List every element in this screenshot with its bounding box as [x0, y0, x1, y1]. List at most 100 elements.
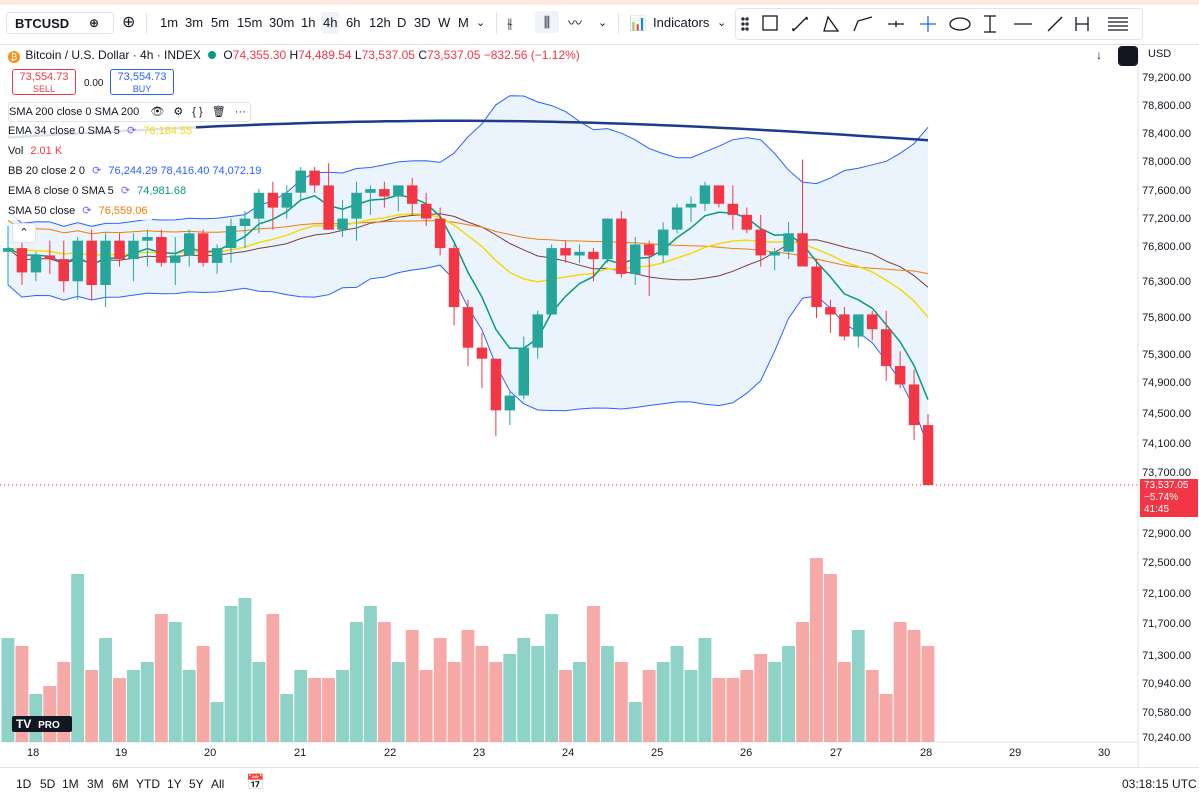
range-5d[interactable]: 5D [40, 777, 56, 791]
line-chart-icon[interactable]: 〰 [568, 15, 582, 31]
timeframe-5m[interactable]: 5m [211, 15, 230, 30]
path-tool-icon[interactable] [853, 16, 873, 32]
chevron-down-icon[interactable]: ⌄ [476, 17, 486, 29]
volume-bar [266, 614, 280, 742]
range-1d[interactable]: 1D [16, 777, 32, 791]
candle-body [434, 218, 446, 249]
ellipse-tool-icon[interactable] [949, 17, 971, 31]
drag-handle-icon[interactable] [741, 17, 749, 31]
indicator-row-bb[interactable]: BB 20 close 2 0 ⟳ 76,244.29 78,416.40 74… [8, 162, 266, 180]
symbol-dropdown-icon: ⊕ [89, 16, 100, 30]
candle-body [769, 251, 780, 256]
fib-tool-icon[interactable] [1108, 17, 1128, 31]
indicators-icon[interactable]: 📊 [629, 15, 647, 31]
text-tool-icon[interactable] [984, 15, 996, 33]
timeframe-30m[interactable]: 30m [269, 15, 295, 30]
volume-bar [364, 606, 377, 742]
timeframe-1h[interactable]: 1h [301, 15, 316, 30]
volume-bar [294, 670, 308, 742]
candle-body [337, 218, 348, 230]
measure-tool-icon[interactable] [1075, 17, 1089, 31]
volume-bar [824, 574, 837, 742]
candle-body [504, 395, 516, 411]
indicator-row-sma50[interactable]: SMA 50 close ⟳ 76,559.06 [8, 202, 152, 220]
range-ytd[interactable]: YTD [136, 777, 160, 791]
timeframe-W[interactable]: W [438, 15, 451, 30]
time-axis-label: 26 [740, 747, 753, 759]
chevron-down-icon[interactable]: ⌄ [717, 17, 727, 29]
range-6m[interactable]: 6M [112, 777, 129, 791]
candle-body [170, 255, 181, 263]
delete-icon[interactable]: 🗑 [211, 106, 226, 118]
timeframe-M[interactable]: M [458, 15, 469, 30]
line-tool-icon[interactable] [1047, 16, 1063, 32]
indicator-row-ema8[interactable]: EMA 8 close 0 SMA 5 ⟳ 74,981.68 [8, 182, 191, 200]
sync-icon: ⟳ [82, 205, 92, 217]
timeframe-3m[interactable]: 3m [185, 15, 204, 30]
crosshair-icon[interactable] [920, 16, 936, 32]
indicators-button[interactable]: Indicators [653, 15, 710, 30]
price-axis-label: 74,500.00 [1142, 408, 1191, 420]
candle-body [351, 192, 362, 219]
indicator-row-ema34[interactable]: EMA 34 close 0 SMA 5 ⟳ 76,184.55 [8, 122, 197, 140]
volume-bar [517, 638, 531, 742]
arrow-down-icon[interactable]: ↓ [1096, 48, 1102, 62]
range-1m[interactable]: 1M [62, 777, 79, 791]
sell-button[interactable]: 73,554.73 SELL [12, 69, 76, 95]
legend-change: −832.56 (−1.12%) [483, 48, 580, 62]
candle-body [72, 240, 83, 282]
collapse-legend-button[interactable]: ⌃ [12, 223, 36, 243]
buy-button[interactable]: 73,554.73 BUY [110, 69, 174, 95]
volume-bar [642, 670, 656, 742]
range-5y[interactable]: 5Y [189, 777, 204, 791]
candles-icon[interactable]: ⫼ [535, 11, 559, 33]
volume-bar [684, 670, 698, 742]
range-1y[interactable]: 1Y [167, 777, 182, 791]
timeframe-D[interactable]: D [397, 15, 407, 30]
rectangle-tool-icon[interactable] [762, 15, 778, 31]
timeframe-12h[interactable]: 12h [369, 15, 391, 30]
price-axis-label: 72,500.00 [1142, 557, 1191, 569]
compare-toggle-icon[interactable] [1118, 46, 1138, 66]
tradingview-logo[interactable]: TV PRO [12, 716, 72, 732]
calendar-icon[interactable]: 📅 [246, 774, 265, 791]
bar-style-icon[interactable]: ⫳ [507, 15, 513, 31]
timeframe-3D[interactable]: 3D [414, 15, 431, 30]
triangle-tool-icon[interactable] [823, 15, 840, 32]
price-axis-label: 77,600.00 [1142, 185, 1191, 197]
range-3m[interactable]: 3M [87, 777, 104, 791]
horizontal-line-icon[interactable] [888, 21, 904, 27]
legend-open: 74,355.30 [232, 48, 287, 62]
chevron-down-icon[interactable]: ⌄ [598, 17, 608, 29]
candle-body [699, 185, 711, 204]
timeframe-15m[interactable]: 15m [237, 15, 263, 30]
more-icon[interactable]: ··· [234, 106, 246, 118]
currency-label[interactable]: USD [1148, 48, 1172, 60]
symbol-search-button[interactable]: BTCUSD ⊕ [6, 12, 114, 34]
candle-body [894, 366, 906, 385]
timeframe-4h[interactable]: 4h [321, 12, 340, 34]
range-all[interactable]: All [211, 777, 225, 791]
indicator-row-sma200[interactable]: SMA 200 close 0 SMA 200 👁 ⚙ { } 🗑 ··· [8, 102, 251, 122]
price-chart[interactable] [0, 0, 1199, 767]
clock[interactable]: 03:18:15 UTC [1122, 777, 1197, 791]
candle-body [853, 314, 864, 337]
candle-body [671, 207, 683, 230]
price-axis-label: 70,940.00 [1142, 678, 1191, 690]
add-symbol-icon[interactable]: ⊕ [122, 14, 136, 31]
timeframe-6h[interactable]: 6h [346, 15, 361, 30]
trend-line-icon[interactable] [792, 16, 808, 32]
candle-body [379, 189, 390, 197]
volume-bar [182, 670, 196, 742]
time-axis-label: 27 [830, 747, 843, 759]
volume-bar [600, 646, 614, 742]
eye-icon[interactable]: 👁 [150, 106, 165, 118]
settings-icon[interactable]: ⚙ [173, 106, 184, 118]
timeframe-1m[interactable]: 1m [160, 15, 179, 30]
candle-body [448, 248, 460, 308]
source-code-icon[interactable]: { } [192, 106, 203, 118]
price-axis-label: 71,700.00 [1142, 618, 1191, 630]
market-status-icon [208, 51, 217, 59]
indicator-row-vol[interactable]: Vol 2.01 K [8, 142, 67, 160]
volume-bar [350, 622, 363, 742]
